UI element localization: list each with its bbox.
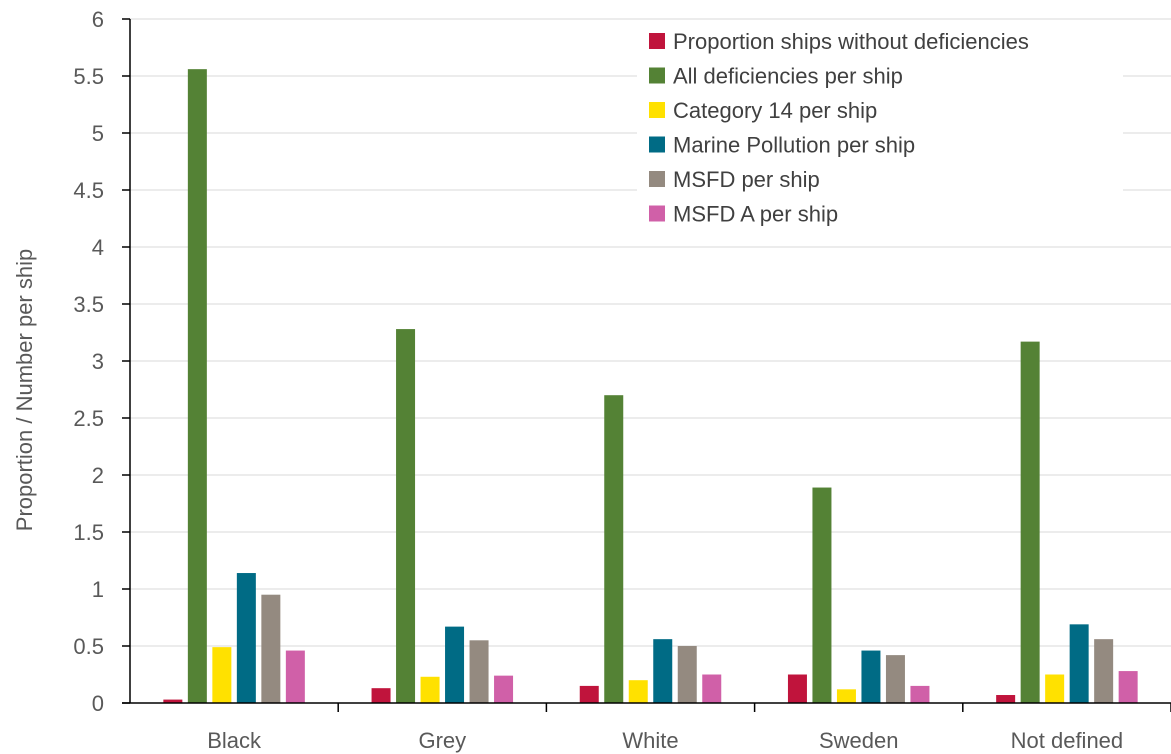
legend-label: MSFD A per ship xyxy=(673,202,838,227)
x-tick-label: Not defined xyxy=(1011,728,1124,753)
bar xyxy=(579,685,599,703)
bar xyxy=(604,395,624,703)
y-tick-label: 0 xyxy=(92,691,104,716)
bar xyxy=(163,699,183,703)
bar xyxy=(653,639,673,703)
bar xyxy=(628,680,648,703)
bar xyxy=(396,329,416,703)
legend-swatch xyxy=(649,136,665,153)
bar xyxy=(1020,341,1040,703)
legend-swatch xyxy=(649,205,665,222)
legend-label: All deficiencies per ship xyxy=(673,64,903,89)
legend-label: Marine Pollution per ship xyxy=(673,133,915,158)
bar xyxy=(420,676,440,703)
bars xyxy=(163,69,1138,703)
x-tick-label: Black xyxy=(207,728,262,753)
bar xyxy=(1118,671,1138,703)
bar xyxy=(236,573,256,703)
bar xyxy=(469,640,489,703)
bar xyxy=(445,626,465,703)
bar xyxy=(1094,639,1114,703)
bar xyxy=(836,689,856,703)
legend-label: MSFD per ship xyxy=(673,167,820,192)
bar xyxy=(187,69,207,703)
legend-label: Category 14 per ship xyxy=(673,98,877,123)
bar xyxy=(812,487,832,703)
y-tick-label: 5.5 xyxy=(73,64,104,89)
y-tick-label: 6 xyxy=(92,7,104,32)
bar xyxy=(371,688,391,703)
bar xyxy=(787,674,807,703)
y-tick-label: 1 xyxy=(92,577,104,602)
bar xyxy=(1069,624,1089,703)
y-tick-label: 4.5 xyxy=(73,178,104,203)
y-tick-label: 4 xyxy=(92,235,104,260)
bar xyxy=(212,647,232,703)
legend-background xyxy=(637,20,1123,239)
x-tick-label: Sweden xyxy=(819,728,899,753)
legend-label: Proportion ships without deficiencies xyxy=(673,29,1029,54)
legend: Proportion ships without deficiencies All… xyxy=(637,20,1123,239)
legend-swatch xyxy=(649,67,665,84)
legend-swatch xyxy=(649,102,665,118)
y-axis-title: Proportion / Number per ship xyxy=(12,249,37,531)
y-tick-label: 0.5 xyxy=(73,634,104,659)
bar xyxy=(494,675,514,703)
legend-swatch xyxy=(649,171,665,187)
bar xyxy=(861,650,881,703)
bar xyxy=(677,646,697,703)
bar xyxy=(702,674,722,703)
bar xyxy=(996,695,1016,703)
bar xyxy=(910,685,930,703)
y-tick-label: 5 xyxy=(92,121,104,146)
y-tick-label: 3.5 xyxy=(73,292,104,317)
bar xyxy=(1045,674,1065,703)
bar xyxy=(885,655,905,703)
y-tick-label: 3 xyxy=(92,349,104,374)
y-tick-label: 2 xyxy=(92,463,104,488)
x-tick-label: Grey xyxy=(418,728,466,753)
y-tick-label: 1.5 xyxy=(73,520,104,545)
legend-swatch xyxy=(649,33,665,49)
bar xyxy=(285,650,305,703)
axes: 0 0.5 1 1.5 2 2.5 3 3.5 4 4.5 5 5.5 6 Black Grey White S… xyxy=(73,7,1171,753)
bar xyxy=(261,594,281,703)
x-tick-label: White xyxy=(622,728,678,753)
y-tick-label: 2.5 xyxy=(73,406,104,431)
